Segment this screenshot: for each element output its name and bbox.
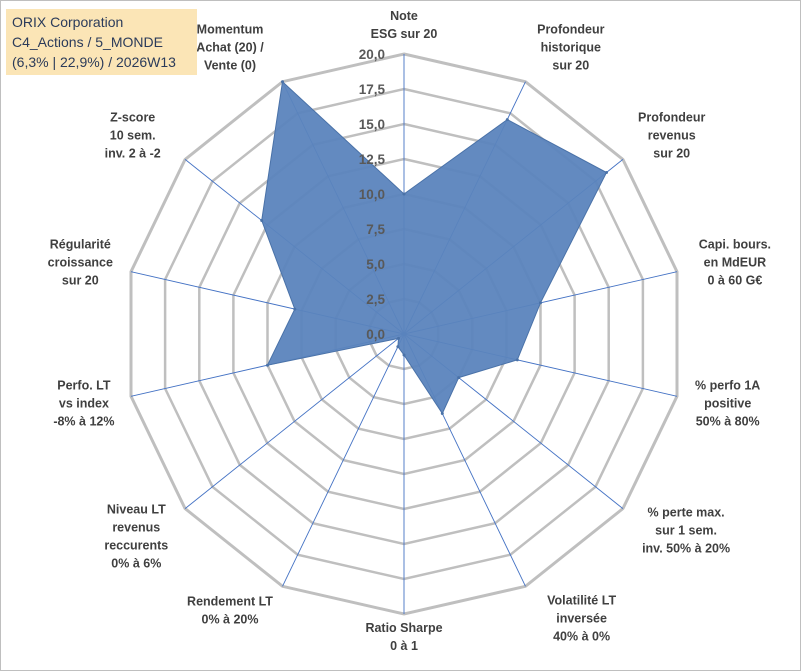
axis-spoke [282,333,405,587]
axis-label: inv. 50% à 20% [642,542,730,556]
chart-title-box: ORIX Corporation C4_Actions / 5_MONDE (6… [6,9,197,75]
portfolio-path: C4_Actions / 5_MONDE [12,34,163,50]
axis-label: % perte max. [648,506,725,520]
axis-label: 0% à 20% [202,613,259,627]
axis-label: Perfo. LT [57,379,111,393]
axis-label: 40% à 0% [553,630,610,644]
axis-label: revenus [112,520,160,534]
axis-label: % perfo 1A [695,379,760,393]
data-point [440,412,444,415]
axis-label: ESG sur 20 [371,27,438,41]
axis-label: vs index [59,397,109,411]
stats-week: (6,3% | 22,9%) / 2026W13 [12,54,176,70]
axis-label: positive [704,397,751,411]
axis-label: Capi. bours. [699,238,771,252]
axis-label: Ratio Sharpe [365,621,442,635]
data-point [539,301,542,305]
data-point [402,192,406,196]
axis-label: Volatilité LT [547,594,616,608]
data-point [397,336,400,340]
axis-label: 10 sem. [110,128,156,142]
tick-label: 0,0 [366,327,385,342]
axis-label: historique [541,40,601,54]
axis-label: Rendement LT [187,595,273,609]
axis-label: Achat (20) / [196,40,264,54]
data-point [457,376,461,380]
axis-label: sur 20 [653,146,690,160]
tick-label: 5,0 [366,257,385,272]
axis-label: 0 à 60 G€ [707,274,762,288]
data-point [266,363,269,367]
data-point [293,307,297,311]
axis-label: Profondeur [638,110,705,124]
data-point [402,353,406,357]
axis-label: -8% à 12% [53,415,114,429]
data-point [281,80,284,84]
data-point [396,345,400,349]
axis-label: en MdEUR [704,256,767,270]
data-point [515,358,519,362]
axis-spoke [184,333,405,509]
tick-label: 7,5 [366,222,385,237]
tick-label: 12,5 [359,152,386,167]
axis-label: sur 1 sem. [655,524,717,538]
axis-label: inv. 2 à -2 [105,146,161,160]
axis-label: revenus [648,128,696,142]
axis-label: 0% à 6% [111,556,161,570]
axis-label: Momentum [197,22,264,36]
axis-label: Régularité [50,238,111,252]
axis-label: 0 à 1 [390,639,418,653]
axis-label: inversée [556,612,607,626]
axis-label: Vente (0) [204,58,256,72]
axis-label: sur 20 [62,274,99,288]
axis-label: Niveau LT [107,502,166,516]
data-point [260,219,264,222]
data-point [505,118,509,122]
axis-label: Note [390,9,418,23]
tick-label: 2,5 [366,292,385,307]
axis-label: Z-score [110,110,155,124]
axis-label: Profondeur [537,22,604,36]
axis-label: sur 20 [552,58,589,72]
axis-label: croissance [48,256,113,270]
axis-label: 50% à 80% [696,415,760,429]
company-name: ORIX Corporation [12,14,124,30]
data-point [605,171,608,174]
tick-label: 15,0 [359,117,385,132]
tick-label: 10,0 [359,187,385,202]
tick-label: 20,0 [359,47,385,62]
tick-label: 17,5 [359,82,386,97]
axis-label: reccurents [104,538,168,552]
